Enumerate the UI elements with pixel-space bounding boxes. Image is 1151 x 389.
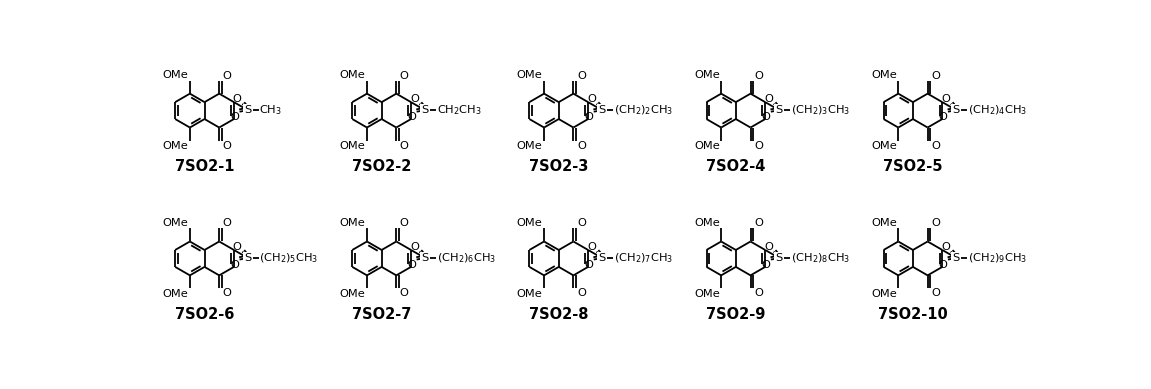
Text: (CH$_2$)$_6$CH$_3$: (CH$_2$)$_6$CH$_3$ [436,251,496,265]
Text: O: O [410,242,419,252]
Text: O: O [407,260,416,270]
Text: O: O [587,242,596,252]
Text: (CH$_2$)$_3$CH$_3$: (CH$_2$)$_3$CH$_3$ [791,103,851,117]
Text: O: O [942,94,950,104]
Text: O: O [584,260,593,270]
Text: S: S [776,253,783,263]
Text: OMe: OMe [517,70,542,80]
Text: 7SO2-2: 7SO2-2 [352,159,411,174]
Text: S: S [244,105,252,115]
Text: O: O [222,289,231,298]
Text: CH$_2$CH$_3$: CH$_2$CH$_3$ [436,103,481,117]
Text: O: O [222,140,231,151]
Text: (CH$_2$)$_4$CH$_3$: (CH$_2$)$_4$CH$_3$ [968,103,1027,117]
Text: O: O [754,289,763,298]
Text: OMe: OMe [340,289,365,299]
Text: S: S [953,105,960,115]
Text: O: O [931,218,940,228]
Text: O: O [577,70,586,81]
Text: 7SO2-4: 7SO2-4 [707,159,765,174]
Text: (CH$_2$)$_9$CH$_3$: (CH$_2$)$_9$CH$_3$ [968,251,1027,265]
Text: S: S [244,253,252,263]
Text: OMe: OMe [517,141,542,151]
Text: O: O [577,140,586,151]
Text: (CH$_2$)$_7$CH$_3$: (CH$_2$)$_7$CH$_3$ [613,251,673,265]
Text: 7SO2-3: 7SO2-3 [529,159,588,174]
Text: O: O [399,218,409,228]
Text: S: S [776,105,783,115]
Text: O: O [233,242,242,252]
Text: CH$_3$: CH$_3$ [259,103,282,117]
Text: OMe: OMe [871,70,897,80]
Text: OMe: OMe [871,289,897,299]
Text: 7SO2-8: 7SO2-8 [529,307,588,322]
Text: O: O [233,94,242,104]
Text: O: O [754,70,763,81]
Text: O: O [764,94,773,104]
Text: 7SO2-9: 7SO2-9 [707,307,765,322]
Text: OMe: OMe [340,217,365,228]
Text: (CH$_2$)$_2$CH$_3$: (CH$_2$)$_2$CH$_3$ [613,103,673,117]
Text: O: O [584,112,593,123]
Text: OMe: OMe [871,141,897,151]
Text: OMe: OMe [162,141,189,151]
Text: O: O [230,260,238,270]
Text: O: O [931,140,940,151]
Text: (CH$_2$)$_5$CH$_3$: (CH$_2$)$_5$CH$_3$ [259,251,319,265]
Text: S: S [599,105,605,115]
Text: O: O [399,289,409,298]
Text: O: O [410,94,419,104]
Text: OMe: OMe [871,217,897,228]
Text: 7SO2-5: 7SO2-5 [883,159,943,174]
Text: 7SO2-7: 7SO2-7 [352,307,411,322]
Text: O: O [577,218,586,228]
Text: 7SO2-1: 7SO2-1 [175,159,235,174]
Text: O: O [931,289,940,298]
Text: O: O [399,70,409,81]
Text: S: S [953,253,960,263]
Text: OMe: OMe [162,70,189,80]
Text: O: O [938,112,947,123]
Text: O: O [761,260,770,270]
Text: 7SO2-6: 7SO2-6 [175,307,235,322]
Text: S: S [599,253,605,263]
Text: OMe: OMe [340,141,365,151]
Text: O: O [754,140,763,151]
Text: O: O [230,112,238,123]
Text: O: O [222,218,231,228]
Text: (CH$_2$)$_8$CH$_3$: (CH$_2$)$_8$CH$_3$ [791,251,851,265]
Text: O: O [764,242,773,252]
Text: OMe: OMe [694,289,719,299]
Text: OMe: OMe [694,70,719,80]
Text: OMe: OMe [517,289,542,299]
Text: O: O [577,289,586,298]
Text: OMe: OMe [517,217,542,228]
Text: OMe: OMe [340,70,365,80]
Text: O: O [222,70,231,81]
Text: O: O [931,70,940,81]
Text: S: S [421,105,428,115]
Text: OMe: OMe [162,289,189,299]
Text: O: O [942,242,950,252]
Text: O: O [587,94,596,104]
Text: S: S [421,253,428,263]
Text: O: O [754,218,763,228]
Text: O: O [407,112,416,123]
Text: OMe: OMe [162,217,189,228]
Text: O: O [761,112,770,123]
Text: 7SO2-10: 7SO2-10 [878,307,947,322]
Text: OMe: OMe [694,141,719,151]
Text: OMe: OMe [694,217,719,228]
Text: O: O [399,140,409,151]
Text: O: O [938,260,947,270]
